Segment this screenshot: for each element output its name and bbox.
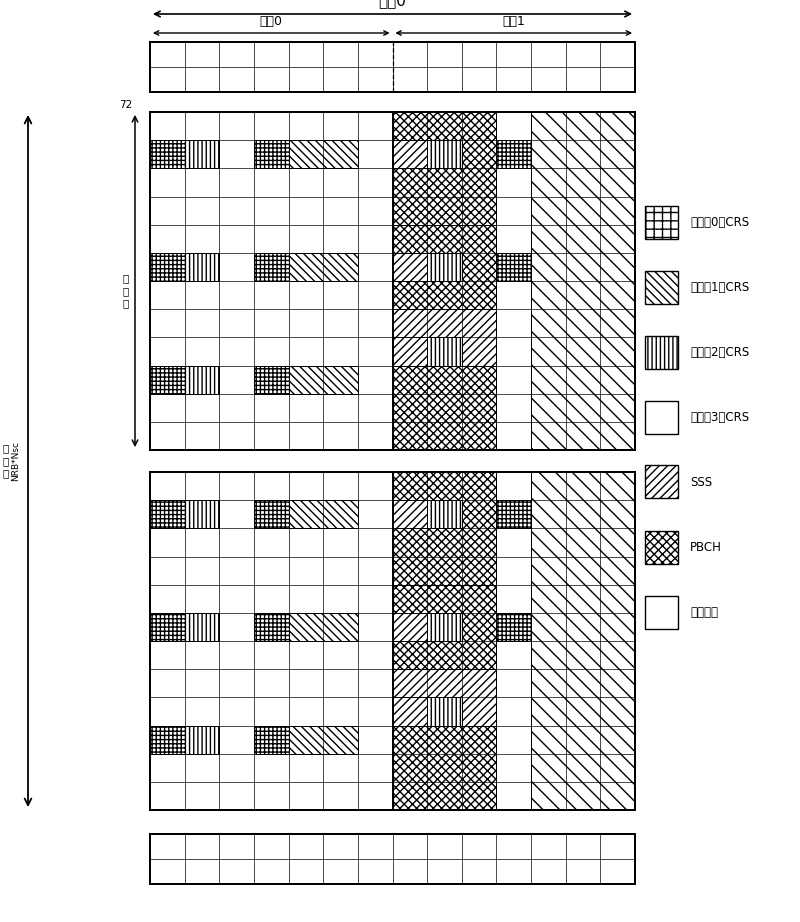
Bar bbox=[393, 697, 427, 726]
Bar bbox=[393, 500, 427, 528]
Bar bbox=[150, 726, 185, 753]
Bar bbox=[185, 500, 219, 528]
Text: PBCH: PBCH bbox=[690, 540, 722, 553]
Bar bbox=[393, 585, 497, 669]
Bar bbox=[393, 472, 497, 585]
Bar bbox=[427, 697, 462, 726]
Bar bbox=[427, 140, 462, 169]
Bar bbox=[393, 253, 427, 281]
Bar bbox=[185, 613, 219, 641]
Bar bbox=[185, 253, 219, 281]
Bar bbox=[531, 472, 635, 810]
Bar bbox=[150, 500, 185, 528]
Bar bbox=[497, 613, 531, 641]
Bar bbox=[289, 365, 358, 394]
Bar bbox=[150, 834, 635, 884]
Bar bbox=[497, 500, 531, 528]
Bar bbox=[393, 669, 497, 726]
Bar bbox=[427, 500, 462, 528]
Bar bbox=[150, 42, 635, 92]
Bar bbox=[150, 253, 185, 281]
Bar bbox=[150, 472, 635, 810]
Bar bbox=[393, 365, 497, 450]
Bar bbox=[289, 726, 358, 753]
Bar bbox=[393, 309, 497, 365]
Bar bbox=[645, 466, 678, 499]
Bar bbox=[497, 140, 531, 169]
Bar bbox=[254, 726, 289, 753]
Text: 子帝0: 子帝0 bbox=[378, 0, 406, 8]
Bar bbox=[289, 140, 358, 169]
Bar bbox=[645, 206, 678, 239]
Text: SSS: SSS bbox=[690, 476, 712, 489]
Text: 天线口1的CRS: 天线口1的CRS bbox=[690, 280, 750, 293]
Text: 时陦0: 时陦0 bbox=[260, 15, 282, 28]
Bar bbox=[150, 253, 219, 281]
Bar bbox=[427, 253, 462, 281]
Text: 天线口2的CRS: 天线口2的CRS bbox=[690, 346, 750, 359]
Bar bbox=[185, 140, 219, 169]
Bar bbox=[645, 596, 678, 629]
Bar bbox=[497, 253, 531, 281]
Text: 子
载
波: 子 载 波 bbox=[123, 274, 129, 308]
Bar bbox=[645, 336, 678, 369]
Bar bbox=[150, 365, 185, 394]
Bar bbox=[150, 112, 635, 450]
Bar bbox=[254, 140, 289, 169]
Bar bbox=[254, 365, 289, 394]
Bar bbox=[254, 613, 289, 641]
Bar bbox=[150, 140, 185, 169]
Text: 子
载
波: 子 载 波 bbox=[3, 443, 9, 479]
Bar bbox=[150, 365, 219, 394]
Bar bbox=[150, 472, 635, 810]
Bar bbox=[427, 337, 462, 365]
Bar bbox=[289, 253, 358, 281]
Bar bbox=[150, 140, 219, 169]
Bar bbox=[289, 613, 358, 641]
Bar bbox=[531, 112, 635, 450]
Bar bbox=[185, 365, 219, 394]
Bar bbox=[150, 613, 185, 641]
Bar bbox=[645, 400, 678, 433]
Bar bbox=[393, 225, 497, 309]
Bar bbox=[393, 112, 497, 225]
Text: 数据部分: 数据部分 bbox=[690, 606, 718, 619]
Bar bbox=[427, 613, 462, 641]
Bar bbox=[393, 726, 497, 810]
Bar bbox=[289, 500, 358, 528]
Text: 天线口0的CRS: 天线口0的CRS bbox=[690, 216, 749, 229]
Bar bbox=[150, 112, 635, 450]
Bar bbox=[185, 726, 219, 753]
Bar bbox=[150, 726, 219, 753]
Text: NRB*Nsc: NRB*Nsc bbox=[11, 441, 21, 481]
Bar bbox=[254, 500, 289, 528]
Text: 72: 72 bbox=[119, 100, 133, 110]
Bar bbox=[393, 337, 427, 365]
Text: 天线口3的CRS: 天线口3的CRS bbox=[690, 410, 749, 423]
Bar bbox=[645, 270, 678, 303]
Bar bbox=[150, 613, 219, 641]
Bar bbox=[393, 140, 427, 169]
Bar bbox=[254, 253, 289, 281]
Bar bbox=[393, 613, 427, 641]
Text: 时陦1: 时陦1 bbox=[502, 15, 525, 28]
Bar bbox=[645, 530, 678, 563]
Bar bbox=[150, 500, 219, 528]
